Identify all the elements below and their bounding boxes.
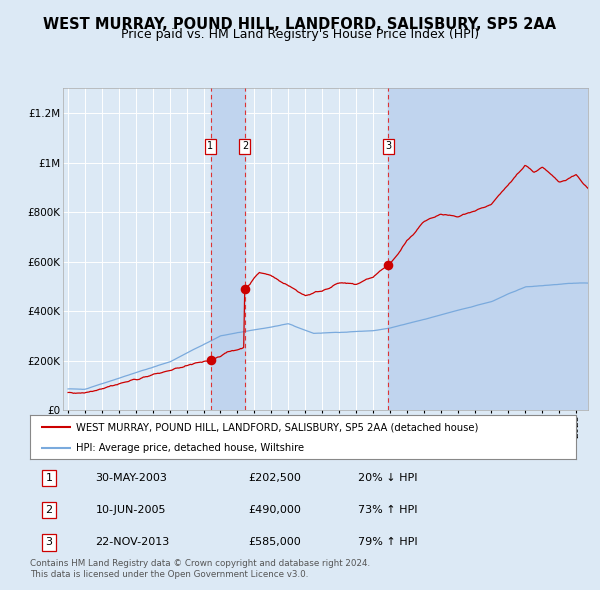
Text: £585,000: £585,000	[248, 537, 301, 548]
Point	[383, 261, 393, 270]
Text: 20% ↓ HPI: 20% ↓ HPI	[358, 473, 417, 483]
Text: 22-NOV-2013: 22-NOV-2013	[95, 537, 170, 548]
Text: £490,000: £490,000	[248, 506, 301, 515]
Point	[206, 355, 215, 365]
Text: 1: 1	[208, 142, 214, 152]
Text: 30-MAY-2003: 30-MAY-2003	[95, 473, 167, 483]
Text: £202,500: £202,500	[248, 473, 301, 483]
Text: 2: 2	[46, 506, 53, 515]
Text: Contains HM Land Registry data © Crown copyright and database right 2024.
This d: Contains HM Land Registry data © Crown c…	[30, 559, 370, 579]
Text: Price paid vs. HM Land Registry's House Price Index (HPI): Price paid vs. HM Land Registry's House …	[121, 28, 479, 41]
Text: 1: 1	[46, 473, 53, 483]
Text: 2: 2	[242, 142, 248, 152]
Text: HPI: Average price, detached house, Wiltshire: HPI: Average price, detached house, Wilt…	[76, 443, 305, 453]
Text: 3: 3	[385, 142, 391, 152]
Text: WEST MURRAY, POUND HILL, LANDFORD, SALISBURY, SP5 2AA: WEST MURRAY, POUND HILL, LANDFORD, SALIS…	[43, 17, 557, 31]
Bar	[211, 88, 245, 410]
Text: 10-JUN-2005: 10-JUN-2005	[95, 506, 166, 515]
Text: 3: 3	[46, 537, 53, 548]
Text: WEST MURRAY, POUND HILL, LANDFORD, SALISBURY, SP5 2AA (detached house): WEST MURRAY, POUND HILL, LANDFORD, SALIS…	[76, 422, 479, 432]
Text: 73% ↑ HPI: 73% ↑ HPI	[358, 506, 417, 515]
Bar	[388, 88, 588, 410]
Text: 79% ↑ HPI: 79% ↑ HPI	[358, 537, 417, 548]
Point	[240, 284, 250, 294]
